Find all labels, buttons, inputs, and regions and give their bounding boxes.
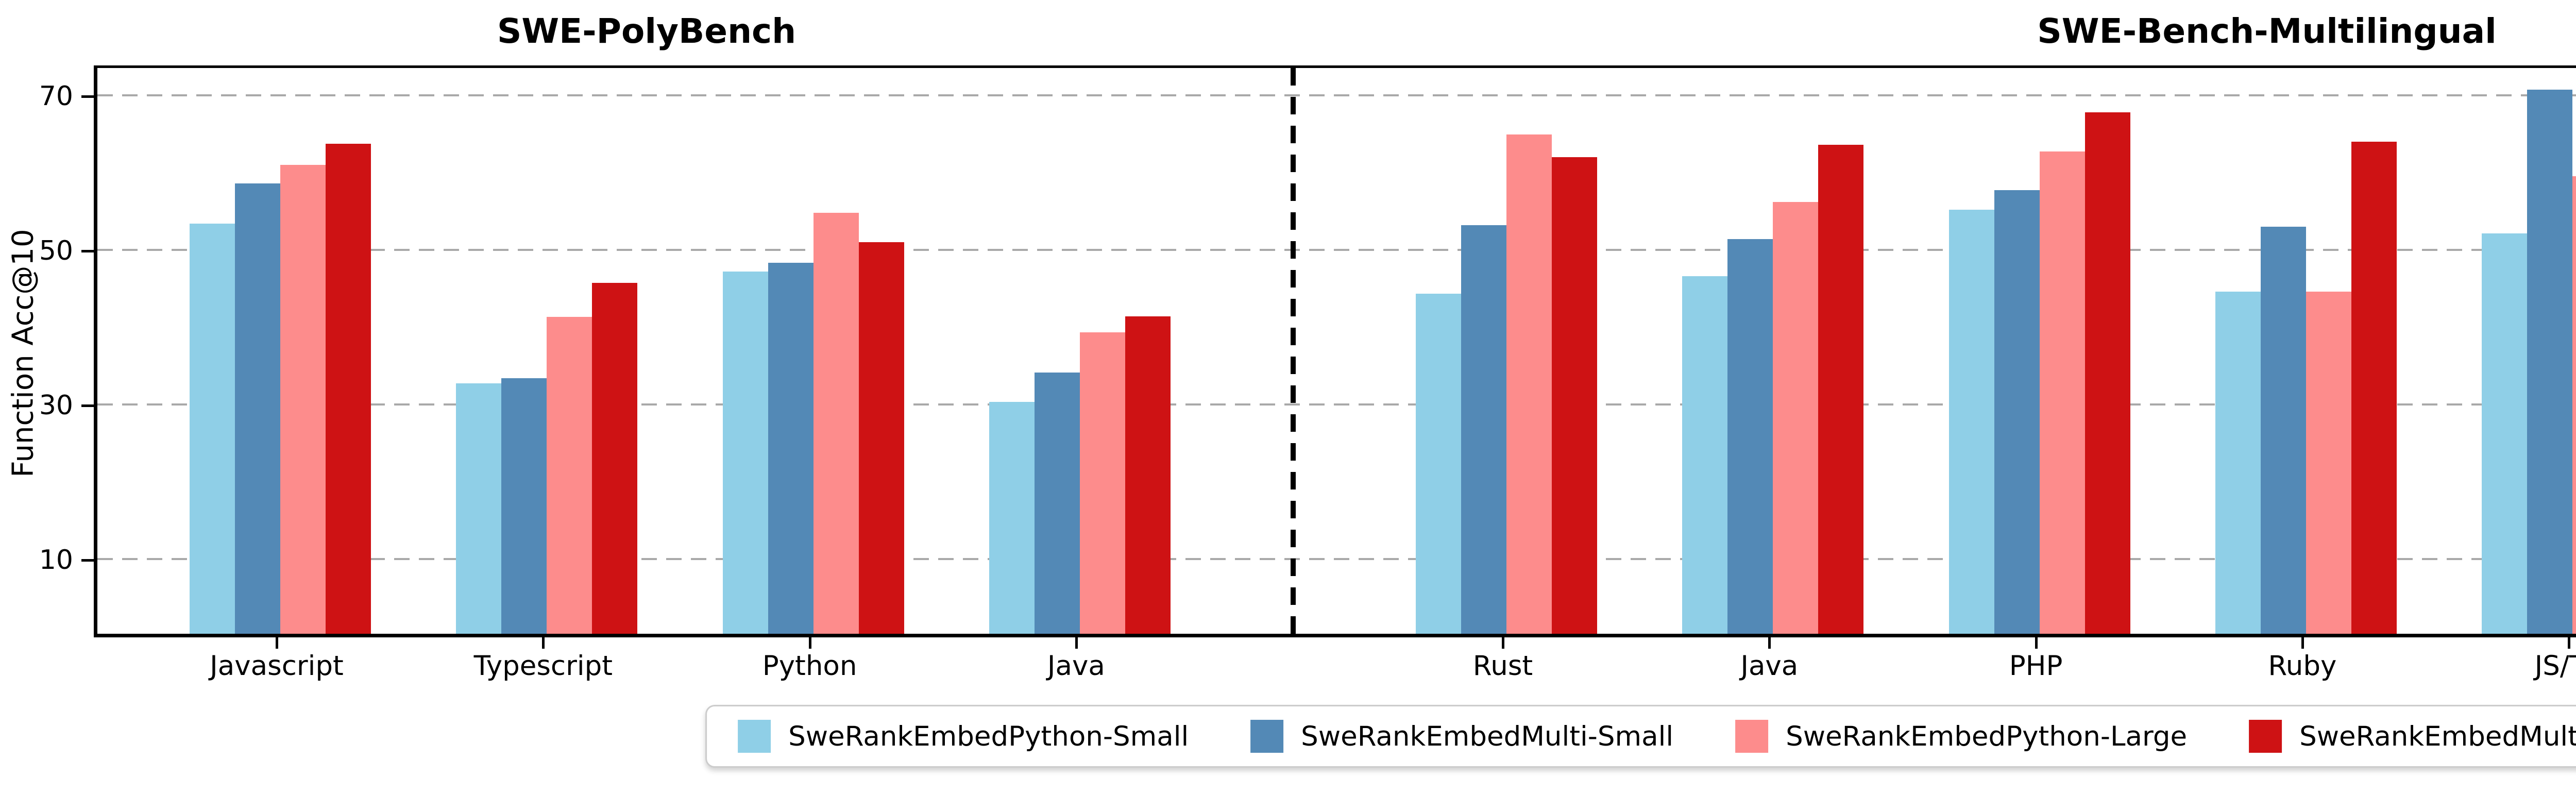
bar [547, 317, 592, 634]
bar [768, 263, 814, 634]
y-tick [81, 95, 94, 98]
y-tick-label: 10 [39, 545, 73, 576]
bar [1994, 190, 2040, 634]
bar [326, 144, 371, 634]
gridline [97, 94, 2576, 96]
bar [1948, 209, 1994, 634]
bar [1552, 157, 1597, 634]
legend-item: SweRankEmbedPython-Small [738, 720, 1189, 753]
bar [1727, 239, 1773, 634]
bar [280, 164, 326, 634]
x-tick-label: Typescript [473, 650, 613, 682]
legend-label: SweRankEmbedPython-Small [788, 720, 1189, 752]
legend-label: SweRankEmbedMulti-Small [1301, 720, 1674, 752]
plot-area [94, 65, 2576, 637]
bar [2527, 90, 2573, 634]
bar [2572, 176, 2576, 634]
y-axis-label: Function Acc@10 [6, 228, 40, 478]
y-tick [81, 404, 94, 407]
x-tick-label: Python [762, 650, 857, 682]
x-tick [542, 637, 545, 649]
y-tick-label: 30 [39, 390, 73, 421]
legend-swatch [1250, 720, 1284, 753]
x-tick [1502, 637, 1504, 649]
y-tick-label: 70 [39, 81, 73, 112]
x-tick-label: PHP [2009, 650, 2063, 682]
bar [2306, 291, 2351, 634]
bar [592, 283, 638, 634]
bar [2482, 233, 2528, 634]
bar [2215, 291, 2261, 634]
gridline [97, 249, 2576, 251]
legend-item: SweRankEmbedPython-Large [1735, 720, 2187, 753]
bar [1034, 373, 1080, 634]
bar [1079, 332, 1125, 634]
x-tick-label: Rust [1472, 650, 1533, 682]
legend-label: SweRankEmbedMulti-Large [2299, 720, 2576, 752]
x-tick-label: Java [1740, 650, 1799, 682]
bar [2351, 141, 2397, 634]
legend-label: SweRankEmbedPython-Large [1786, 720, 2188, 752]
x-tick-label: JS/TS [2534, 650, 2576, 682]
legend-swatch [1735, 720, 1769, 753]
bar [235, 183, 280, 634]
section-separator [1291, 68, 1296, 634]
x-tick [1075, 637, 1078, 649]
bar [1461, 225, 1506, 634]
x-tick [2301, 637, 2304, 649]
x-tick [808, 637, 811, 649]
bar [2084, 112, 2130, 634]
legend-item: SweRankEmbedMulti-Large [2249, 720, 2576, 753]
x-tick-label: Ruby [2268, 650, 2337, 682]
x-tick [2568, 637, 2571, 649]
bar [2039, 151, 2085, 634]
section-title-right: SWE-Bench-Multilingual [2037, 11, 2497, 51]
bar [1416, 294, 1461, 634]
x-tick-label: Javascript [210, 650, 344, 682]
x-tick-label: Java [1047, 650, 1105, 682]
bar [190, 223, 235, 634]
bar [1506, 134, 1552, 634]
gridline [97, 558, 2576, 560]
y-tick [81, 250, 94, 252]
bar [989, 402, 1035, 634]
bar [501, 378, 547, 634]
bar [722, 271, 768, 634]
bar [1125, 316, 1171, 634]
legend-item: SweRankEmbedMulti-Small [1250, 720, 1673, 753]
x-tick [276, 637, 278, 649]
bar [2260, 226, 2306, 634]
legend-swatch [2249, 720, 2282, 753]
x-tick [2035, 637, 2038, 649]
section-title-left: SWE-PolyBench [497, 11, 796, 51]
bar [858, 242, 904, 634]
bar [456, 383, 502, 634]
bar [1682, 276, 1728, 634]
bar [1773, 201, 1819, 634]
gridline [97, 403, 2576, 406]
bar [1818, 144, 1864, 634]
bar [813, 212, 859, 634]
y-tick-label: 50 [39, 235, 73, 266]
y-tick [81, 559, 94, 562]
legend: SweRankEmbedPython-Small SweRankEmbedMult… [705, 705, 2576, 768]
legend-swatch [738, 720, 771, 753]
x-tick [1768, 637, 1771, 649]
